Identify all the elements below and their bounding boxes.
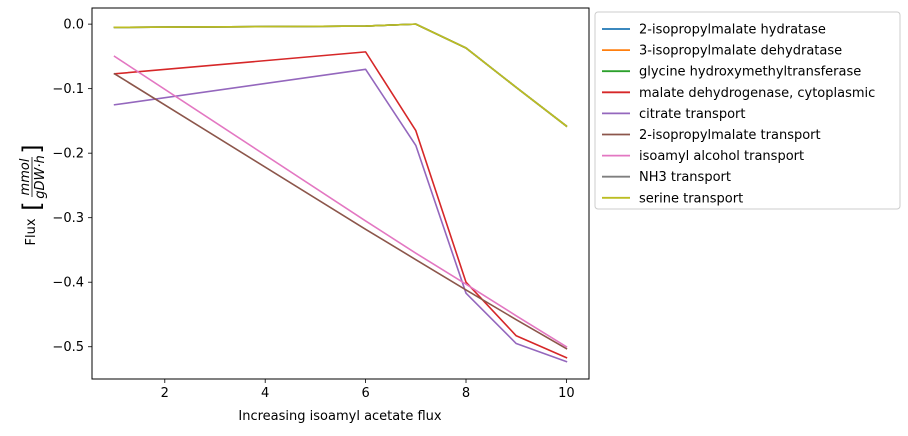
series-line-0 bbox=[113, 23, 568, 128]
y-axis-label-bracket-left: [ bbox=[18, 201, 46, 210]
x-tick-label: 8 bbox=[462, 386, 470, 401]
legend-item: serine transport bbox=[602, 191, 743, 206]
legend-label: glycine hydroxymethyltransferase bbox=[639, 65, 861, 80]
y-tick-label: −0.3 bbox=[52, 211, 84, 226]
series-line-6 bbox=[113, 55, 568, 348]
series-line-1 bbox=[113, 23, 568, 128]
y-axis-label-unit-numerator: mmol bbox=[18, 158, 33, 195]
legend-item: 2-isopropylmalate transport bbox=[602, 128, 821, 143]
y-axis-label: Flux [ mmol gDW·h ] bbox=[18, 144, 48, 245]
x-tick-label: 10 bbox=[558, 386, 575, 401]
series-line-5 bbox=[113, 72, 568, 350]
y-tick-label: −0.4 bbox=[52, 276, 84, 291]
legend: 2-isopropylmalate hydratase 3-isopropylma… bbox=[594, 11, 901, 210]
legend-items: 2-isopropylmalate hydratase 3-isopropylma… bbox=[602, 23, 875, 206]
legend-label: malate dehydrogenase, cytoplasmic bbox=[639, 86, 875, 101]
y-tick-label: −0.5 bbox=[52, 340, 84, 355]
legend-frame bbox=[594, 11, 901, 210]
plot-frame bbox=[91, 7, 590, 380]
series-line-2 bbox=[113, 23, 568, 128]
legend-label: 2-isopropylmalate transport bbox=[639, 128, 821, 143]
x-tick-label: 4 bbox=[261, 386, 269, 401]
legend-item: 2-isopropylmalate hydratase bbox=[602, 23, 826, 38]
y-axis-label-bracket-right: ] bbox=[18, 144, 46, 153]
series-line-4 bbox=[113, 68, 568, 363]
legend-label: 2-isopropylmalate hydratase bbox=[639, 23, 826, 38]
x-axis-label: Increasing isoamyl acetate flux bbox=[238, 409, 441, 424]
legend-item: glycine hydroxymethyltransferase bbox=[602, 65, 861, 80]
legend-item: malate dehydrogenase, cytoplasmic bbox=[602, 86, 875, 101]
legend-label: citrate transport bbox=[639, 107, 745, 122]
legend-label: serine transport bbox=[639, 191, 743, 206]
x-tick-label: 2 bbox=[161, 386, 169, 401]
series-line-8 bbox=[113, 23, 568, 128]
y-axis-label-prefix: Flux bbox=[24, 218, 39, 245]
series-line-3 bbox=[113, 51, 568, 359]
legend-item: 3-isopropylmalate dehydratase bbox=[602, 44, 842, 59]
legend-label: 3-isopropylmalate dehydratase bbox=[639, 44, 842, 59]
legend-label: isoamyl alcohol transport bbox=[639, 149, 804, 164]
series-layer bbox=[113, 23, 568, 363]
y-tick-label: 0.0 bbox=[63, 18, 84, 33]
y-axis-label-unit-denominator: gDW·h bbox=[33, 155, 48, 199]
legend-item: NH3 transport bbox=[602, 170, 731, 185]
y-tick-label: −0.2 bbox=[52, 147, 84, 162]
legend-item: citrate transport bbox=[602, 107, 745, 122]
x-tick-label: 6 bbox=[361, 386, 369, 401]
y-axis-ticks: 0.0 −0.1 −0.2 −0.3 −0.4 −0.5 bbox=[52, 18, 92, 355]
legend-item: isoamyl alcohol transport bbox=[602, 149, 804, 164]
x-axis-ticks: 2 4 6 8 10 bbox=[161, 379, 575, 401]
legend-label: NH3 transport bbox=[639, 170, 731, 185]
y-tick-label: −0.1 bbox=[52, 82, 84, 97]
series-line-7 bbox=[113, 23, 568, 128]
